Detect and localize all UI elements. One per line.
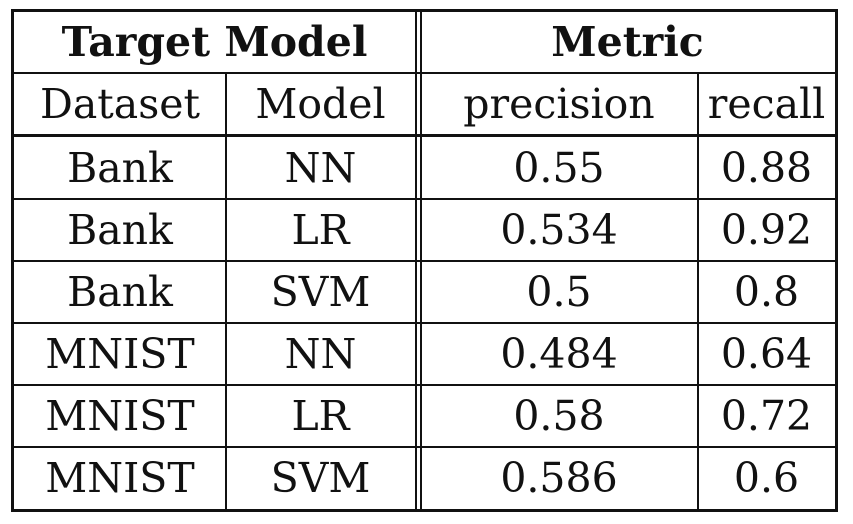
column-header-model: Model: [255, 80, 386, 128]
cell-model: NN: [284, 330, 357, 378]
group-header-target-model: Target Model: [61, 18, 368, 66]
row-divider: [14, 198, 835, 200]
cell-recall: 0.88: [720, 144, 813, 192]
cell-model: LR: [291, 392, 350, 440]
cell-precision: 0.5: [526, 268, 592, 316]
cell-dataset: Bank: [67, 268, 173, 316]
cell-recall: 0.8: [733, 268, 800, 316]
cell-dataset: MNIST: [45, 330, 195, 378]
cell-model: NN: [284, 144, 357, 192]
group-divider-right: [420, 12, 422, 509]
column-header-row: Dataset Model precision recall: [14, 74, 835, 134]
row-divider: [14, 322, 835, 324]
column-header-dataset: Dataset: [39, 80, 201, 128]
group-header-metric: Metric: [551, 18, 704, 66]
cell-precision: 0.484: [500, 330, 618, 378]
table-row: Bank LR 0.534 0.92: [14, 199, 835, 261]
cell-recall: 0.72: [720, 392, 813, 440]
table-row: Bank NN 0.55 0.88: [14, 137, 835, 199]
group-divider-left: [415, 12, 417, 509]
row-divider: [14, 446, 835, 448]
cell-precision: 0.55: [513, 144, 605, 192]
table-row: Bank SVM 0.5 0.8: [14, 261, 835, 323]
group-header-row: Target Model Metric: [14, 12, 835, 72]
results-table: Target Model Metric Dataset Model precis…: [11, 9, 838, 512]
column-header-precision: precision: [463, 80, 655, 128]
cell-dataset: MNIST: [45, 454, 195, 502]
cell-recall: 0.92: [720, 206, 813, 254]
cell-dataset: MNIST: [45, 392, 195, 440]
cell-precision: 0.586: [500, 454, 618, 502]
cell-precision: 0.58: [513, 392, 605, 440]
row-divider: [14, 260, 835, 262]
table-row: MNIST NN 0.484 0.64: [14, 323, 835, 385]
cell-recall: 0.64: [720, 330, 813, 378]
cell-dataset: Bank: [67, 144, 173, 192]
table-row: MNIST SVM 0.586 0.6: [14, 447, 835, 509]
cell-model: SVM: [270, 268, 371, 316]
row-divider: [14, 384, 835, 386]
column-divider-dataset-model: [225, 74, 227, 509]
cell-model: SVM: [270, 454, 371, 502]
column-divider-precision-recall: [697, 74, 699, 509]
table-row: MNIST LR 0.58 0.72: [14, 385, 835, 447]
header-body-rule: [14, 134, 835, 137]
cell-model: LR: [291, 206, 350, 254]
column-header-recall: recall: [707, 80, 826, 128]
cell-dataset: Bank: [67, 206, 173, 254]
cell-precision: 0.534: [500, 206, 618, 254]
cell-recall: 0.6: [733, 454, 800, 502]
header-rule: [14, 72, 835, 74]
